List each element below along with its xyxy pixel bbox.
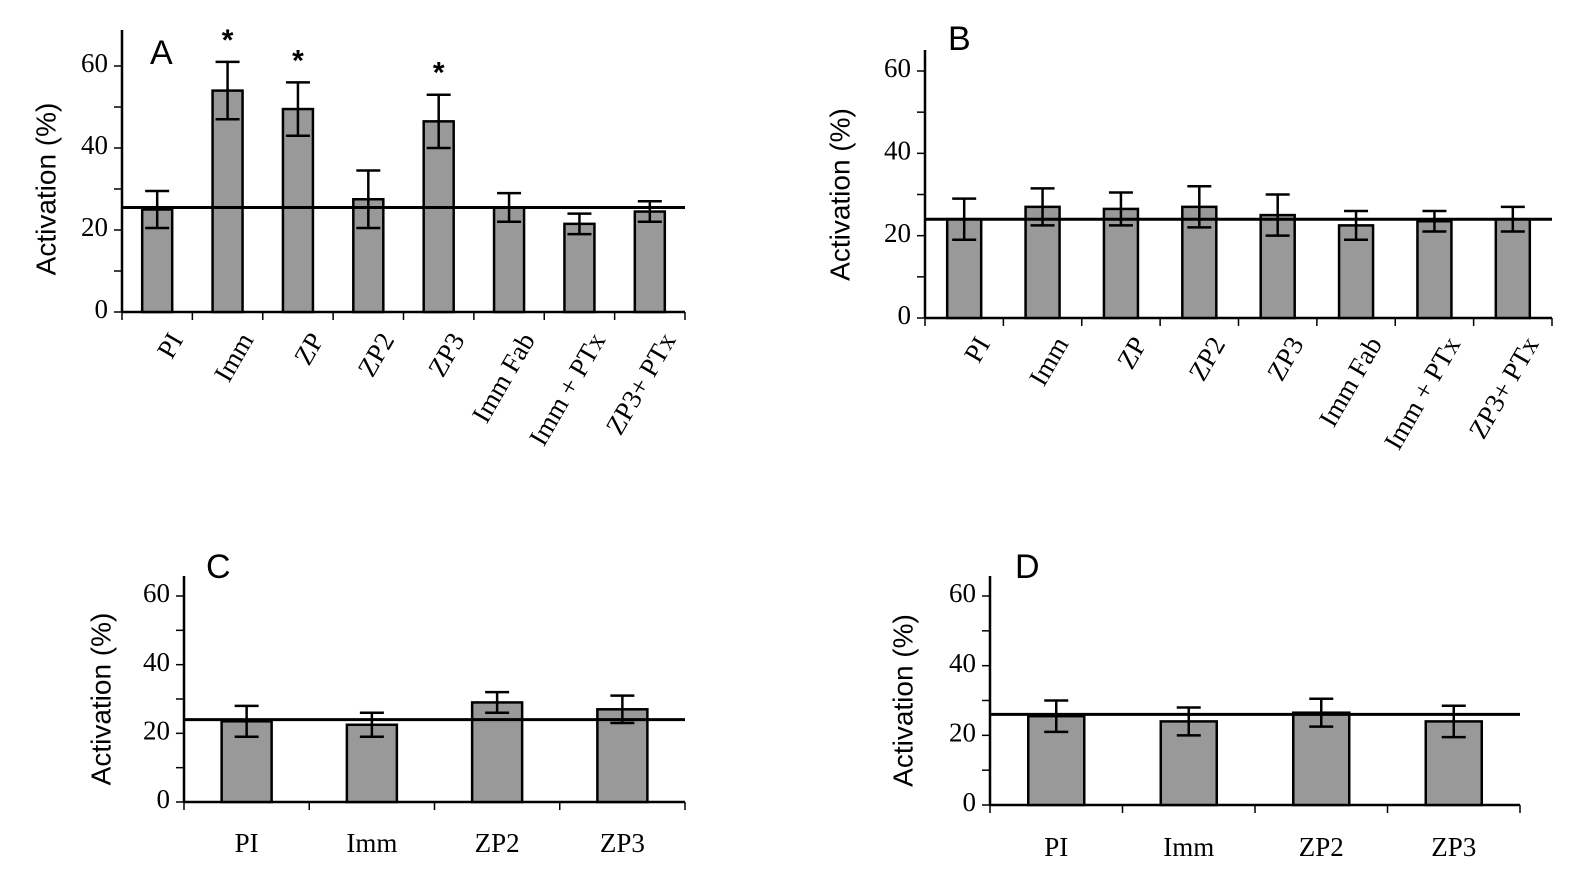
chart-panel-a: A Activation (%) 0 20 40 60 PI * Imm * ZP ZP2 * ZP3Im…: [30, 24, 686, 451]
bar-b-6: [1416, 220, 1453, 320]
category-label-b-5: Imm Fab: [1313, 332, 1388, 432]
category-label-c-0: PI: [235, 828, 259, 858]
category-label-a-1: Imm: [208, 328, 259, 387]
y-tick-label-d: 40: [949, 648, 976, 678]
y-tick-label-c: 0: [157, 784, 171, 814]
category-label-d-1: Imm: [1163, 832, 1214, 862]
category-label-b-1: Imm: [1023, 332, 1074, 391]
category-label-b-0: PI: [958, 332, 996, 368]
panel-letter-b: B: [948, 20, 971, 58]
y-tick-label-d: 60: [949, 578, 976, 608]
y-tick-label-d: 20: [949, 718, 976, 748]
y-axis-label-c: Activation (%): [85, 613, 116, 786]
bar-a-2: [281, 107, 315, 314]
panel-letter-a: A: [150, 34, 173, 72]
category-label-a-0: PI: [151, 328, 189, 364]
bar-a-7: [633, 210, 667, 314]
bar-d-2: [1292, 711, 1351, 807]
y-tick-label-c: 20: [143, 716, 170, 746]
category-label-b-7: ZP3+ PTx: [1463, 331, 1545, 443]
category-label-c-2: ZP2: [475, 828, 520, 858]
chart-panel-d: D Activation (%) 0 20 40 60 PI Imm ZP2 ZP3: [887, 548, 1521, 862]
significance-star-a-2: *: [292, 44, 304, 77]
bar-b-7: [1494, 217, 1532, 320]
y-tick-label-c: 60: [143, 578, 170, 608]
significance-star-a-4: *: [433, 57, 445, 90]
category-label-a-4: ZP3: [422, 328, 470, 382]
chart-panel-b: B Activation (%) 0 20 40 60 PI Imm ZP ZP2 ZP3 Imm F…: [824, 20, 1553, 455]
bar-c-0: [220, 720, 273, 804]
y-tick-label-c: 40: [143, 647, 170, 677]
category-label-d-3: ZP3: [1431, 832, 1476, 862]
y-tick-label-b: 40: [884, 136, 911, 166]
y-tick-label-a: 20: [81, 212, 108, 242]
category-label-b-6: Imm + PTx: [1378, 331, 1467, 454]
category-label-a-7: ZP3+ PTx: [600, 327, 682, 439]
y-tick-label-a: 60: [81, 48, 108, 78]
y-tick-label-a: 40: [81, 130, 108, 160]
bar-c-3: [596, 708, 649, 804]
y-axis-label-a: Activation (%): [30, 103, 61, 276]
category-label-d-2: ZP2: [1299, 832, 1344, 862]
category-label-b-3: ZP2: [1183, 332, 1231, 386]
y-axis-label-d: Activation (%): [887, 614, 918, 787]
category-label-a-3: ZP2: [352, 328, 400, 382]
y-tick-label-b: 0: [898, 300, 912, 330]
y-tick-label-d: 0: [963, 787, 977, 817]
bar-a-4: [422, 120, 455, 314]
bar-c-2: [470, 701, 524, 804]
category-label-c-3: ZP3: [600, 828, 645, 858]
chart-panel-c: C Activation (%) 0 20 40 60 PI Imm ZP2 ZP3: [85, 548, 686, 858]
y-axis-label-b: Activation (%): [824, 108, 855, 281]
category-label-c-1: Imm: [346, 828, 397, 858]
y-tick-label-a: 0: [95, 294, 109, 324]
y-tick-label-b: 60: [884, 53, 911, 83]
y-tick-label-b: 20: [884, 218, 911, 248]
category-label-b-2: ZP: [1111, 332, 1153, 374]
category-label-a-5: Imm Fab: [466, 328, 541, 428]
category-label-a-2: ZP: [288, 328, 330, 370]
bar-a-5: [492, 206, 526, 314]
category-label-b-4: ZP3: [1261, 332, 1309, 386]
bar-a-6: [563, 222, 596, 314]
category-label-d-0: PI: [1044, 832, 1068, 862]
panel-letter-c: C: [206, 548, 231, 586]
panel-letter-d: D: [1015, 548, 1040, 586]
significance-star-a-1: *: [222, 24, 234, 57]
bar-b-2: [1102, 207, 1140, 320]
bar-a-1: [211, 89, 244, 314]
